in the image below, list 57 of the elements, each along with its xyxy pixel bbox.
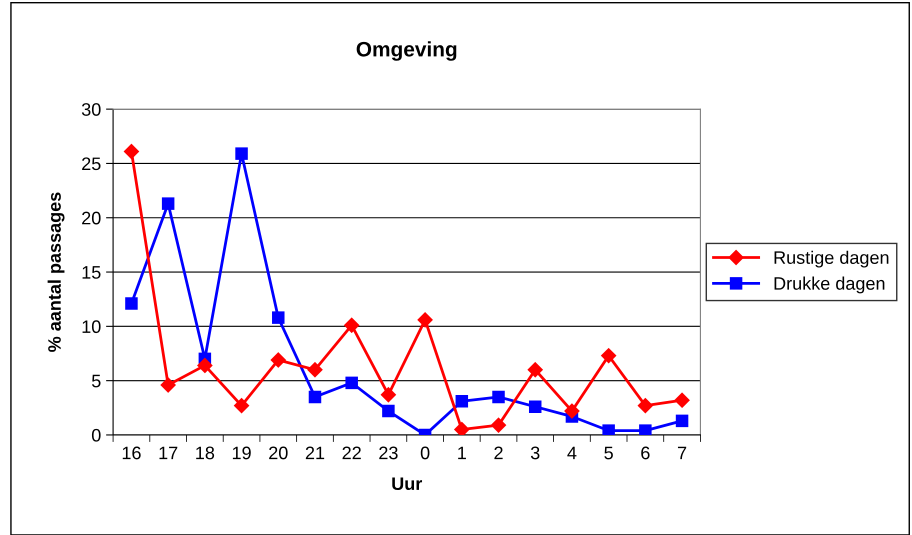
legend-label: Rustige dagen [774, 250, 888, 268]
x-tick-label: 7 [678, 446, 686, 460]
y-tick-label: 25 [82, 157, 101, 170]
point [638, 398, 653, 414]
point [418, 312, 433, 328]
x-tick-label: 16 [122, 446, 141, 460]
x-tick-label: 1 [458, 446, 466, 460]
point [234, 398, 250, 414]
x-axis-title: Uur [392, 477, 422, 490]
point [564, 403, 580, 419]
x-tick-label: 3 [530, 446, 540, 460]
x-tick-label: 2 [494, 446, 503, 460]
point [456, 395, 468, 408]
point [380, 387, 396, 402]
x-tick-label: 5 [604, 446, 613, 460]
point [125, 297, 138, 310]
point [602, 424, 615, 435]
point [307, 362, 323, 378]
y-tick-label: 5 [92, 374, 101, 388]
x-tick-label: 22 [342, 446, 361, 460]
x-tick-label: 23 [379, 446, 398, 460]
point [601, 348, 616, 364]
point [676, 414, 688, 428]
point [454, 422, 470, 435]
y-tick-label: 0 [92, 428, 101, 442]
legend-label: Drukke dagen [774, 276, 884, 294]
x-tick-label: 20 [269, 446, 288, 460]
point [528, 362, 543, 378]
point [344, 318, 360, 333]
x-tick-label: 21 [306, 446, 324, 460]
point [235, 147, 248, 160]
y-tick-label: 10 [82, 320, 101, 334]
point [382, 404, 395, 418]
x-tick-label: 18 [196, 446, 214, 460]
point [270, 352, 286, 368]
x-tick-label: 17 [159, 446, 178, 460]
point [674, 392, 690, 408]
point [528, 400, 542, 413]
point [345, 376, 358, 390]
y-tick-label: 20 [82, 212, 101, 224]
point [492, 390, 505, 404]
x-tick-label: 4 [567, 446, 576, 460]
point [160, 377, 176, 393]
point [162, 197, 174, 210]
y-tick-label: 15 [82, 266, 101, 279]
point [308, 390, 322, 404]
x-tick-label: 0 [420, 446, 430, 460]
point [490, 418, 506, 433]
x-tick-label: 6 [641, 446, 650, 460]
point [197, 358, 212, 374]
chart-title: Omgeving [356, 41, 456, 61]
y-tick-label: 30 [82, 103, 101, 116]
point [272, 311, 285, 324]
point [124, 144, 140, 160]
point [639, 424, 652, 435]
x-tick-label: 19 [232, 446, 251, 460]
y-axis-title: % aantal passages [48, 192, 65, 352]
